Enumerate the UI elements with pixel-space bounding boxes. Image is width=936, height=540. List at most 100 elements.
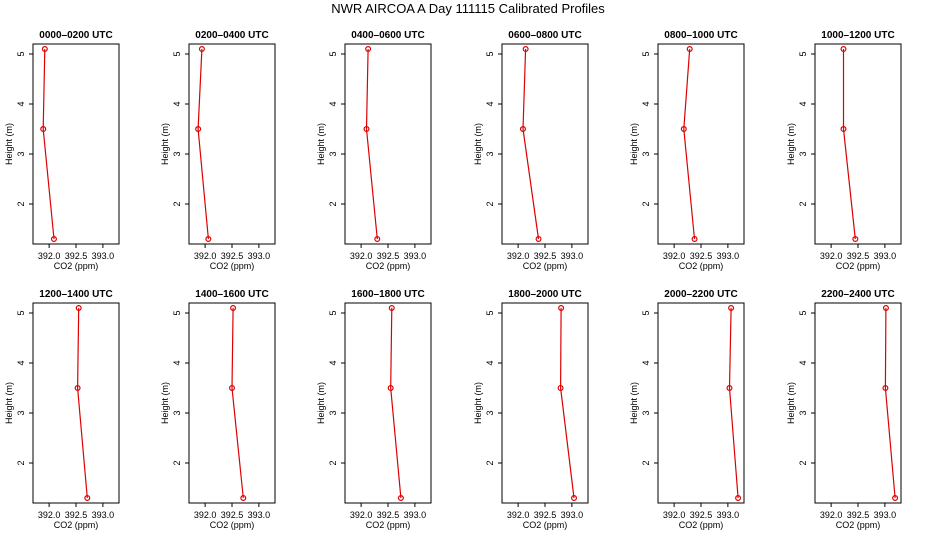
chart-title: 2000–2200 UTC bbox=[664, 289, 737, 300]
x-tick-label: 393.0 bbox=[92, 251, 115, 261]
x-tick-label: 392.0 bbox=[350, 510, 373, 520]
x-tick-label: 392.5 bbox=[690, 251, 713, 261]
data-point bbox=[40, 125, 47, 132]
profile-line bbox=[231, 307, 244, 499]
y-axis-label: Height (m) bbox=[786, 382, 796, 424]
y-tick-label: 2 bbox=[328, 201, 338, 206]
y-tick-label: 3 bbox=[16, 410, 26, 415]
data-point bbox=[387, 385, 394, 392]
y-tick-label: 4 bbox=[641, 360, 651, 365]
y-tick-label: 5 bbox=[328, 51, 338, 56]
data-point bbox=[535, 236, 542, 243]
data-point bbox=[840, 45, 847, 52]
data-point bbox=[205, 236, 212, 243]
y-tick-label: 2 bbox=[172, 201, 182, 206]
y-tick-label: 4 bbox=[641, 101, 651, 106]
data-point bbox=[558, 305, 565, 312]
y-tick-label: 2 bbox=[16, 460, 26, 465]
x-tick-label: 392.5 bbox=[534, 510, 557, 520]
x-tick-label: 392.5 bbox=[221, 510, 244, 520]
y-tick-label: 5 bbox=[16, 310, 26, 315]
profile-line bbox=[42, 48, 55, 240]
data-point bbox=[50, 236, 57, 243]
y-tick-label: 4 bbox=[16, 360, 26, 365]
plot-frame bbox=[32, 43, 120, 245]
y-axis-label: Height (m) bbox=[316, 382, 326, 424]
chart-title: 1600–1800 UTC bbox=[351, 289, 424, 300]
y-axis-label: Height (m) bbox=[160, 382, 170, 424]
data-point bbox=[41, 45, 48, 52]
y-axis-label: Height (m) bbox=[4, 382, 14, 424]
chart-title: 2200–2400 UTC bbox=[821, 289, 894, 300]
data-point bbox=[74, 385, 81, 392]
chart-title: 1000–1200 UTC bbox=[821, 30, 894, 41]
x-tick-label: 393.0 bbox=[561, 510, 584, 520]
y-tick-label: 2 bbox=[328, 460, 338, 465]
plot-frame bbox=[188, 43, 276, 245]
data-point bbox=[388, 305, 395, 312]
y-axis-label: Height (m) bbox=[786, 123, 796, 165]
x-tick-label: 393.0 bbox=[92, 510, 115, 520]
x-tick-label: 392.0 bbox=[663, 510, 686, 520]
plot-frame bbox=[657, 43, 745, 245]
x-axis-label: CO2 (ppm) bbox=[523, 520, 568, 530]
data-point bbox=[84, 495, 91, 502]
x-axis-label: CO2 (ppm) bbox=[210, 261, 255, 271]
y-tick-label: 5 bbox=[328, 310, 338, 315]
y-tick-label: 2 bbox=[16, 201, 26, 206]
profile-line bbox=[390, 307, 402, 499]
x-tick-label: 393.0 bbox=[717, 251, 740, 261]
x-tick-label: 392.0 bbox=[194, 251, 217, 261]
x-tick-label: 392.0 bbox=[507, 510, 530, 520]
chart-title: 0000–0200 UTC bbox=[39, 30, 112, 41]
chart-title: 1800–2000 UTC bbox=[508, 289, 581, 300]
x-axis-label: CO2 (ppm) bbox=[679, 520, 724, 530]
profile-line bbox=[842, 49, 856, 240]
profile-line bbox=[559, 307, 575, 499]
y-tick-label: 5 bbox=[172, 51, 182, 56]
x-tick-label: 393.0 bbox=[404, 510, 427, 520]
y-tick-label: 2 bbox=[641, 460, 651, 465]
data-point bbox=[230, 305, 237, 312]
x-tick-label: 392.0 bbox=[820, 510, 843, 520]
y-tick-label: 2 bbox=[485, 201, 495, 206]
x-tick-label: 392.0 bbox=[507, 251, 530, 261]
plot-frame bbox=[501, 302, 589, 504]
y-tick-label: 3 bbox=[172, 410, 182, 415]
y-axis-label: Height (m) bbox=[629, 382, 639, 424]
x-axis-label: CO2 (ppm) bbox=[679, 261, 724, 271]
x-tick-label: 392.0 bbox=[663, 251, 686, 261]
y-tick-label: 5 bbox=[798, 51, 808, 56]
profile-line bbox=[76, 307, 88, 499]
data-point bbox=[363, 125, 370, 132]
data-point bbox=[557, 385, 564, 392]
y-tick-label: 3 bbox=[328, 410, 338, 415]
profile-line bbox=[522, 48, 540, 240]
y-axis-label: Height (m) bbox=[629, 123, 639, 165]
y-tick-label: 3 bbox=[798, 410, 808, 415]
plot-frame bbox=[344, 43, 432, 245]
profile-line bbox=[728, 307, 739, 499]
x-tick-label: 392.0 bbox=[194, 510, 217, 520]
data-point bbox=[691, 236, 698, 243]
profile-line bbox=[197, 48, 209, 240]
data-point bbox=[365, 45, 372, 52]
y-tick-label: 3 bbox=[485, 151, 495, 156]
x-tick-label: 392.5 bbox=[847, 510, 870, 520]
chart-title: 1200–1400 UTC bbox=[39, 289, 112, 300]
x-tick-label: 392.5 bbox=[847, 251, 870, 261]
x-tick-label: 392.0 bbox=[820, 251, 843, 261]
plot-frame bbox=[501, 43, 589, 245]
y-tick-label: 5 bbox=[172, 310, 182, 315]
y-tick-label: 2 bbox=[485, 460, 495, 465]
data-point bbox=[519, 125, 526, 132]
plot-frame bbox=[32, 302, 120, 504]
data-point bbox=[397, 495, 404, 502]
data-point bbox=[195, 125, 202, 132]
y-tick-label: 4 bbox=[485, 360, 495, 365]
